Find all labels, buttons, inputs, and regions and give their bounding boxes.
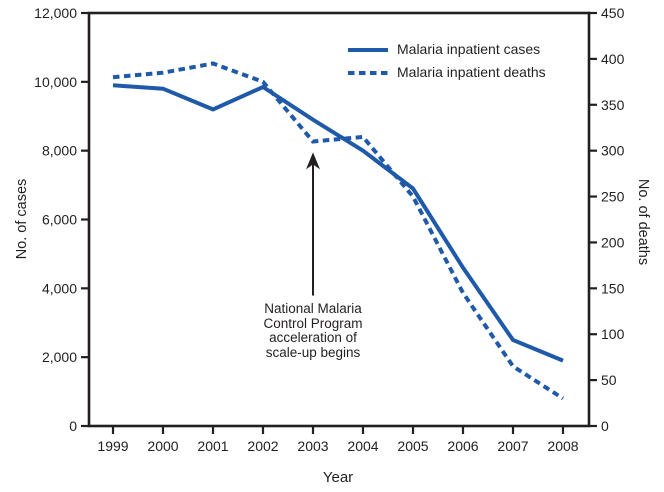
right-axis-tick-label: 100 — [601, 326, 625, 342]
x-axis-tick-label: 2005 — [397, 438, 428, 454]
legend-label-cases: Malaria inpatient cases — [397, 41, 541, 57]
x-axis-tick-label: 2007 — [497, 438, 528, 454]
dashed-line-swatch — [348, 70, 388, 75]
legend-item-cases: Malaria inpatient cases — [348, 41, 546, 58]
right-axis-tick-label: 400 — [601, 51, 625, 67]
right-axis-tick-label: 0 — [601, 418, 609, 434]
right-axis-tick-label: 300 — [601, 143, 625, 159]
right-axis-tick-label: 150 — [601, 280, 625, 296]
left-axis-tick-label: 10,000 — [34, 74, 77, 90]
x-axis-tick-label: 2001 — [197, 438, 228, 454]
x-axis-title: Year — [322, 469, 354, 486]
x-axis-tick-label: 2004 — [347, 438, 378, 454]
left-axis-tick-label: 12,000 — [34, 5, 77, 21]
left-axis-tick-label: 6,000 — [42, 212, 77, 228]
annotation-line-4: scale-up begins — [265, 344, 361, 360]
annotation-line-2: Control Program — [263, 315, 363, 331]
cases-line — [112, 83, 564, 363]
annotation-line-3: acceleration of — [269, 330, 357, 345]
right-axis-tick-label: 450 — [601, 5, 625, 21]
annotation-arrow-head — [306, 152, 320, 170]
left-axis-tick-label: 2,000 — [42, 349, 77, 365]
x-axis-tick-label: 2003 — [297, 438, 328, 454]
x-axis-tick-label: 2008 — [547, 438, 578, 454]
right-axis-tick-label: 250 — [601, 189, 625, 205]
left-axis-tick-label: 4,000 — [42, 280, 77, 296]
annotation: National Malaria Control Program acceler… — [233, 301, 393, 360]
left-axis-title: No. of cases — [14, 178, 30, 260]
right-axis-tick-label: 50 — [601, 372, 617, 388]
legend-item-deaths: Malaria inpatient deaths — [348, 64, 546, 81]
legend-label-deaths: Malaria inpatient deaths — [397, 64, 546, 80]
x-axis-tick-label: 2006 — [447, 438, 478, 454]
left-axis-tick-label: 8,000 — [42, 143, 77, 159]
annotation-line-1: National Malaria — [264, 301, 362, 316]
right-axis-tick-label: 350 — [601, 97, 625, 113]
deaths-line — [112, 61, 565, 401]
right-axis-title: No. of deaths — [635, 178, 651, 266]
right-axis-tick-label: 200 — [601, 234, 625, 250]
x-axis-tick-label: 2002 — [247, 438, 278, 454]
legend: Malaria inpatient cases Malaria inpatien… — [348, 41, 546, 87]
x-axis-tick-label: 2000 — [147, 438, 178, 454]
solid-line-swatch — [348, 47, 388, 52]
left-axis-tick-label: 0 — [69, 418, 77, 434]
x-axis-tick-label: 1999 — [97, 438, 128, 454]
